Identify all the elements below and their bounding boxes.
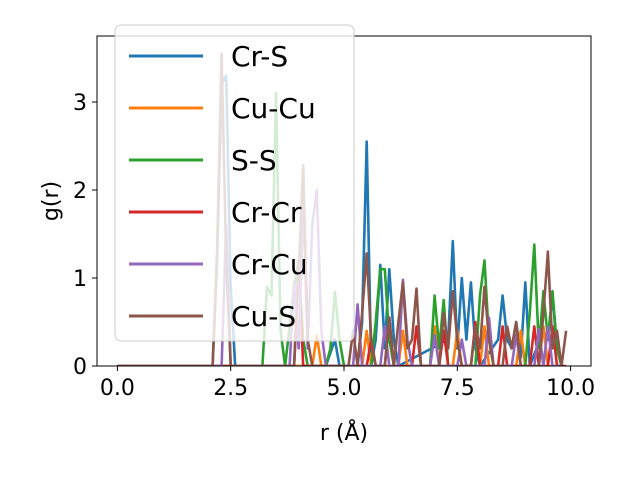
x-tick-label: 10.0 bbox=[546, 376, 595, 401]
y-axis-label: g(r) bbox=[39, 181, 64, 221]
legend-label: S-S bbox=[231, 144, 277, 177]
legend-label: Cr-S bbox=[231, 40, 288, 73]
x-axis: 0.0 2.5 5.0 7.5 10.0 bbox=[100, 366, 595, 401]
series-line-3 bbox=[117, 259, 567, 366]
legend-label: Cu-S bbox=[231, 300, 296, 333]
y-tick-label: 3 bbox=[73, 91, 87, 116]
x-tick-label: 2.5 bbox=[213, 376, 248, 401]
x-tick-label: 5.0 bbox=[327, 376, 362, 401]
y-axis: 0 1 2 3 bbox=[73, 91, 97, 380]
x-axis-label: r (Å) bbox=[320, 419, 368, 446]
legend-box bbox=[114, 24, 355, 342]
y-tick-label: 2 bbox=[73, 179, 87, 204]
legend-label: Cr-Cr bbox=[231, 196, 302, 229]
x-tick-label: 0.0 bbox=[100, 376, 135, 401]
y-tick-label: 0 bbox=[73, 355, 87, 380]
x-tick-label: 7.5 bbox=[440, 376, 475, 401]
legend-label: Cr-Cu bbox=[231, 248, 308, 281]
y-tick-label: 1 bbox=[73, 267, 87, 292]
legend: Cr-S Cu-Cu S-S Cr-Cr Cr-Cu Cu-S bbox=[114, 24, 355, 342]
legend-label: Cu-Cu bbox=[231, 92, 316, 125]
